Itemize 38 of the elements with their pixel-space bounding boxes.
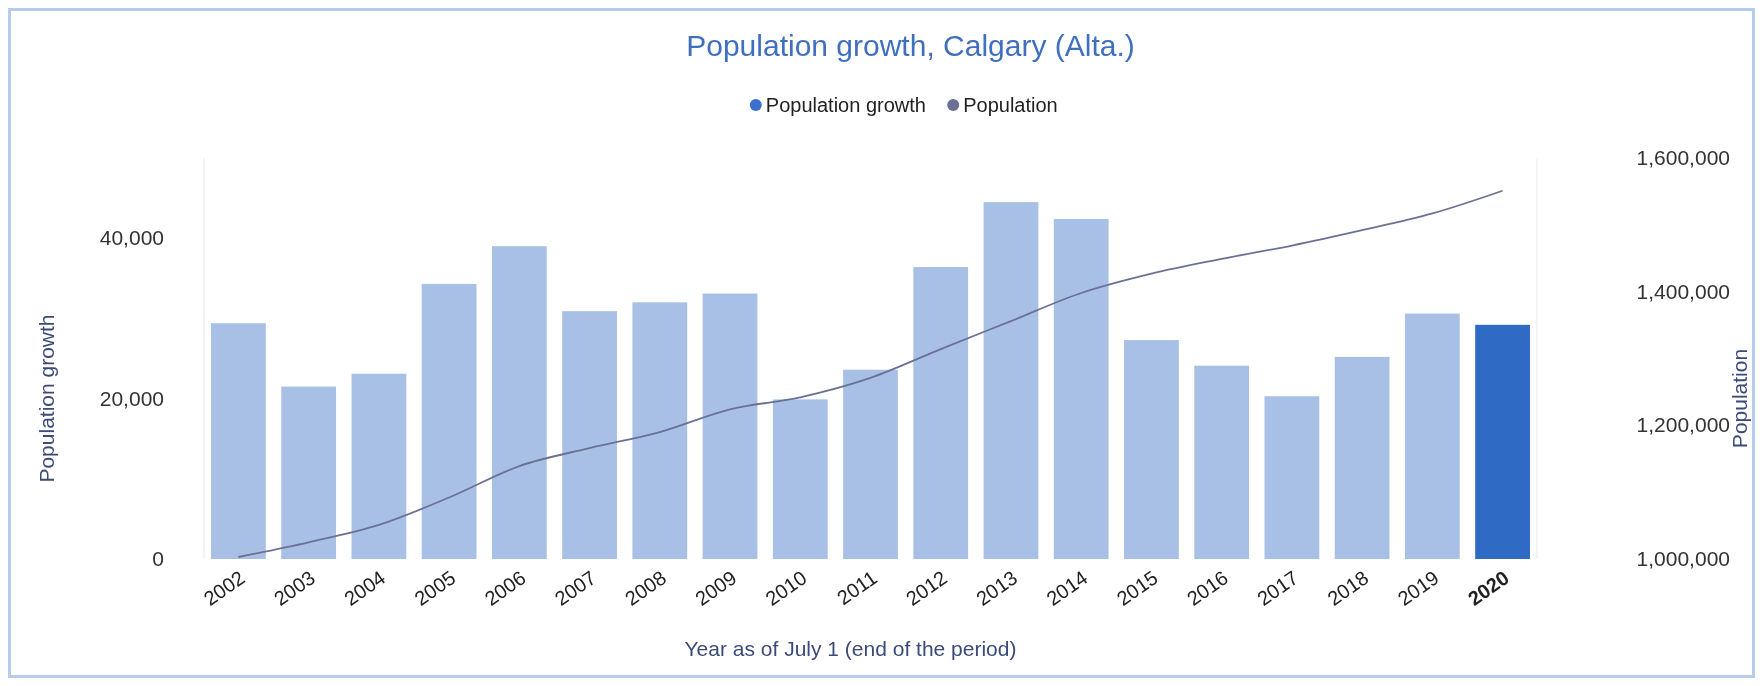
y2-tick-label: 1,400,000 xyxy=(1636,279,1730,303)
x-tick-label: 2009 xyxy=(691,566,741,610)
bar xyxy=(632,302,688,559)
bar xyxy=(702,293,758,559)
y2-axis-title: Population xyxy=(1728,348,1751,449)
bar xyxy=(772,399,828,559)
y-tick-label: 40,000 xyxy=(99,226,164,250)
y2-tick-label: 1,200,000 xyxy=(1636,413,1730,437)
bar xyxy=(1194,365,1250,559)
bar xyxy=(1475,324,1530,559)
x-tick-label: 2011 xyxy=(832,566,881,609)
line-series xyxy=(237,189,1504,558)
legend-label: Population growth xyxy=(765,94,926,116)
chart-title: Population growth, Calgary (Alta.) xyxy=(686,29,1135,62)
bar xyxy=(1053,218,1109,559)
x-tick-label: 2020 xyxy=(1463,566,1513,610)
y-tick-label: 0 xyxy=(152,547,164,570)
bar xyxy=(843,369,898,559)
bar xyxy=(562,311,617,559)
bar xyxy=(421,283,477,559)
bar xyxy=(211,323,266,559)
bar xyxy=(1124,340,1179,559)
bar xyxy=(351,373,407,559)
y-axis-title: Population growth xyxy=(35,314,58,483)
y2-tick-label: 1,600,000 xyxy=(1636,146,1730,169)
x-tick-label: 2010 xyxy=(761,566,811,610)
bar xyxy=(491,246,547,559)
y-tick-label: 20,000 xyxy=(99,386,164,410)
y2-tick-label: 1,000,000 xyxy=(1636,547,1730,570)
bar xyxy=(1334,356,1390,559)
bar xyxy=(913,267,969,559)
bar xyxy=(1264,396,1320,559)
legend-label: Population xyxy=(963,94,1058,116)
x-axis-title: Year as of July 1 (end of the period) xyxy=(684,637,1017,660)
x-tick-label: 2019 xyxy=(1393,566,1443,610)
bar xyxy=(1404,313,1460,559)
bar xyxy=(983,202,1039,559)
bar xyxy=(281,386,337,559)
